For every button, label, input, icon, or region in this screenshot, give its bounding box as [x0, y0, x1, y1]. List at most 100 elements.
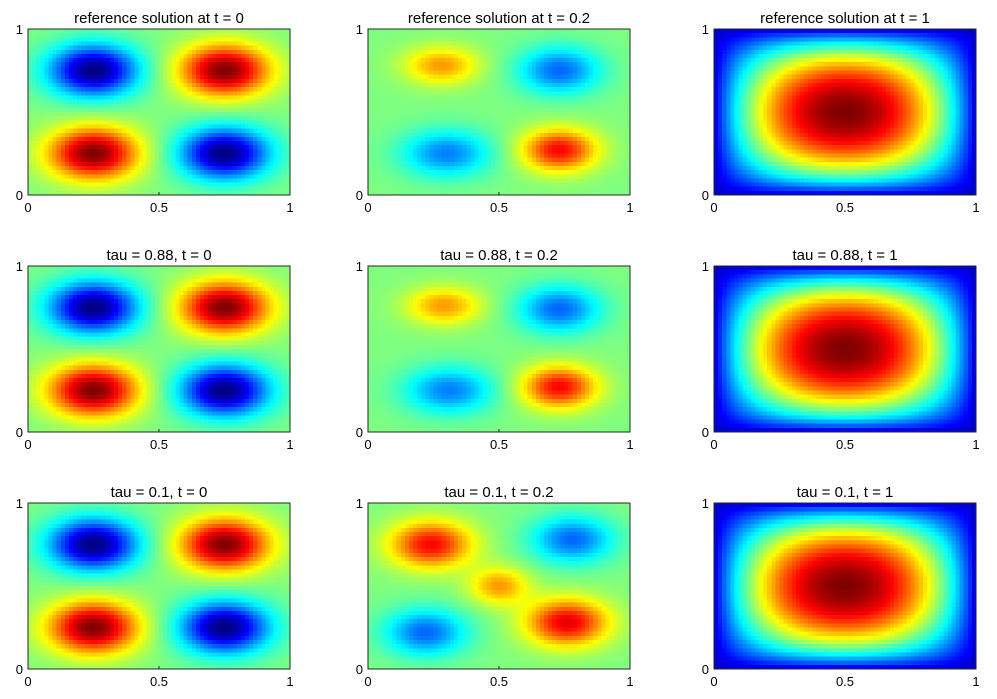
heatmap-cell — [449, 182, 455, 188]
heatmap-cell — [28, 70, 33, 76]
heatmap-cell — [482, 182, 488, 188]
heatmap-cell — [560, 120, 566, 126]
heatmap-cell — [605, 136, 611, 142]
heatmap-cell — [138, 45, 144, 51]
heatmap-cell — [48, 161, 54, 167]
heatmap-cell — [376, 41, 381, 47]
heatmap-cell — [494, 120, 500, 126]
heatmap-cell — [544, 116, 549, 121]
heatmap-cell — [404, 29, 410, 34]
heatmap-cell — [277, 53, 283, 59]
heatmap-cell — [285, 186, 291, 192]
heatmap-cell — [97, 62, 103, 67]
heatmap-cell — [400, 95, 406, 101]
heatmap-cell — [52, 103, 58, 109]
heatmap-cell — [212, 157, 217, 163]
heatmap-cell — [109, 41, 115, 47]
heatmap-cell — [199, 161, 205, 167]
heatmap-cell — [486, 161, 492, 167]
heatmap-cell — [478, 66, 484, 72]
heatmap-cell — [544, 66, 549, 72]
heatmap-cell — [232, 112, 238, 117]
heatmap-cell — [613, 82, 619, 88]
heatmap-cell — [429, 45, 435, 51]
heatmap-cell — [265, 145, 271, 150]
heatmap-cell — [490, 107, 496, 113]
heatmap-cell — [425, 153, 430, 159]
heatmap-cell — [232, 91, 238, 96]
heatmap-cell — [515, 182, 521, 188]
heatmap-cell — [449, 112, 455, 117]
heatmap-cell — [470, 62, 476, 67]
heatmap-cell — [560, 41, 566, 47]
heatmap-cell — [97, 157, 103, 163]
heatmap-cell — [486, 120, 492, 126]
heatmap-cell — [138, 124, 144, 130]
heatmap-cell — [576, 182, 582, 188]
heatmap-cell — [64, 128, 70, 134]
heatmap-cell — [425, 82, 430, 88]
heatmap-cell — [77, 190, 82, 196]
heatmap-cell — [134, 107, 140, 113]
heatmap-cell — [421, 78, 426, 84]
heatmap-cell — [531, 82, 537, 88]
heatmap-cell — [466, 124, 471, 130]
heatmap-cell — [437, 141, 443, 146]
heatmap-cell — [93, 112, 99, 117]
heatmap-cell — [150, 132, 156, 138]
heatmap-cell — [40, 124, 45, 130]
heatmap-cell — [376, 128, 381, 134]
heatmap-cell — [179, 161, 185, 167]
heatmap-cell — [380, 145, 385, 150]
heatmap-cell — [60, 112, 66, 117]
heatmap-cell — [515, 99, 521, 105]
heatmap-cell — [494, 70, 500, 76]
heatmap-cell — [81, 112, 86, 117]
heatmap-cell — [396, 112, 402, 117]
heatmap-cell — [613, 120, 619, 126]
heatmap-cell — [146, 45, 152, 51]
heatmap-cell — [118, 82, 123, 88]
heatmap-cell — [437, 170, 443, 175]
heatmap-cell — [150, 186, 156, 192]
heatmap-cell — [474, 128, 480, 134]
heatmap-cell — [421, 149, 426, 155]
heatmap-cell — [187, 153, 193, 159]
heatmap-cell — [261, 116, 267, 121]
heatmap-cell — [425, 78, 430, 84]
heatmap-cell — [199, 62, 205, 67]
heatmap-cell — [445, 153, 451, 159]
heatmap-cell — [68, 178, 74, 184]
x-tick-label: 0.5 — [150, 200, 168, 215]
heatmap-cell — [437, 58, 443, 63]
heatmap-cell — [499, 149, 504, 155]
heatmap-cell — [97, 128, 103, 134]
heatmap-cell — [494, 112, 500, 117]
heatmap-cell — [56, 161, 62, 167]
heatmap-cell — [413, 107, 418, 113]
heatmap-cell — [285, 182, 291, 188]
heatmap-cell — [519, 53, 525, 59]
heatmap-cell — [490, 41, 496, 47]
heatmap-cell — [539, 145, 545, 150]
heatmap-cell — [183, 29, 189, 34]
heatmap-cell — [52, 70, 58, 76]
heatmap-cell — [539, 178, 545, 184]
heatmap-cell — [580, 145, 586, 150]
heatmap-cell — [101, 174, 107, 179]
heatmap-cell — [204, 74, 209, 80]
heatmap-cell — [478, 33, 484, 38]
heatmap-cell — [212, 70, 217, 76]
heatmap-cell — [220, 174, 226, 179]
heatmap-cell — [28, 82, 33, 88]
heatmap-cell — [576, 145, 582, 150]
heatmap-cell — [60, 66, 66, 72]
heatmap-cell — [597, 178, 602, 184]
heatmap-cell — [240, 145, 246, 150]
heatmap-cell — [601, 107, 607, 113]
heatmap-cell — [617, 62, 623, 67]
heatmap-cell — [236, 153, 242, 159]
heatmap-cell — [482, 136, 488, 142]
heatmap-cell — [621, 95, 627, 101]
heatmap-cell — [507, 87, 512, 92]
